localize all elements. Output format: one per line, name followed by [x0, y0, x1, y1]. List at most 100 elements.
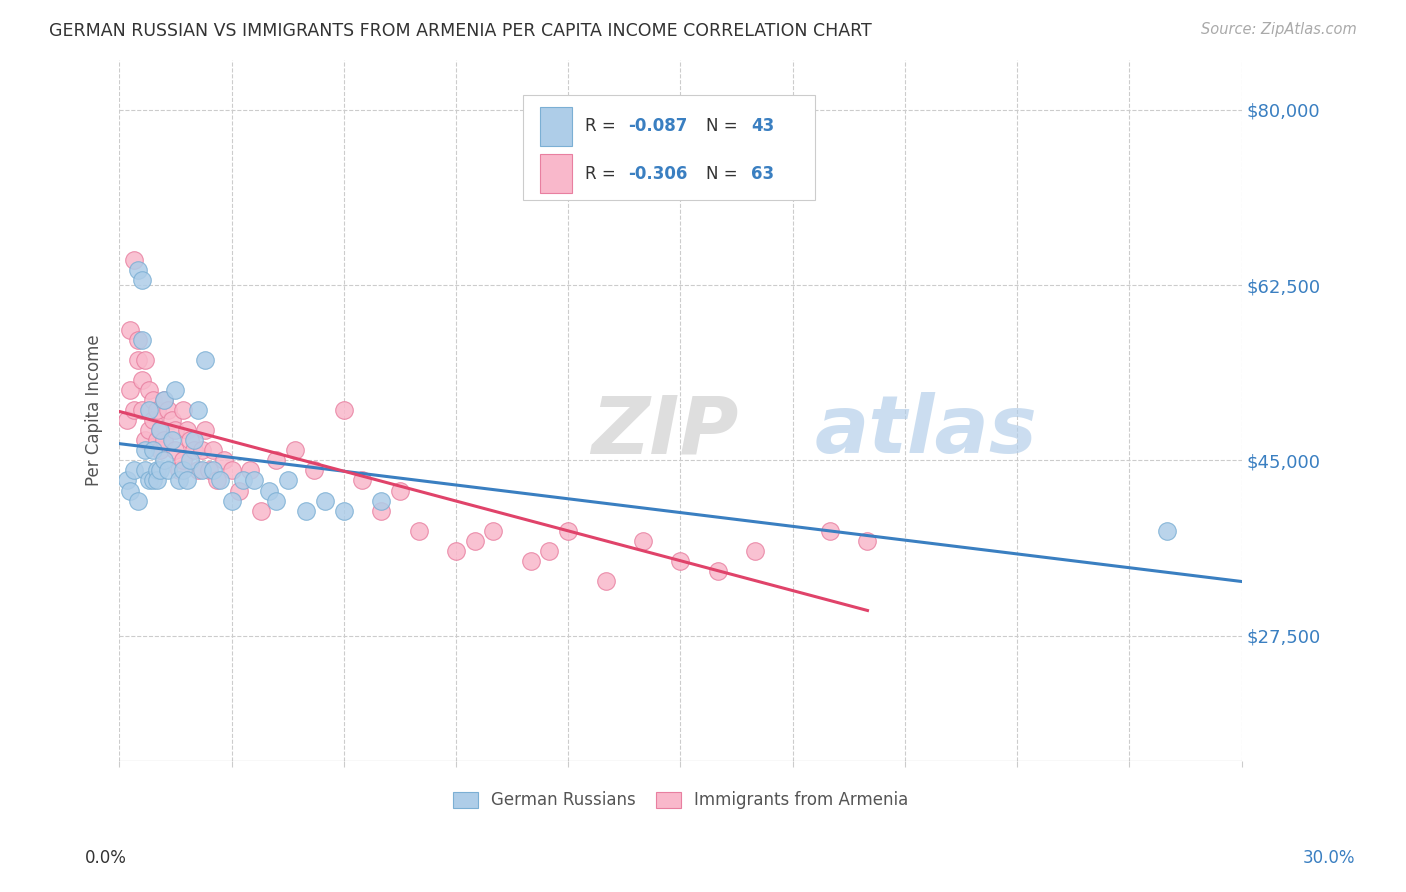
Point [198, 463, 221, 477]
Point [167, 474, 190, 488]
Legend: German Russians, Immigrants from Armenia: German Russians, Immigrants from Armenia [446, 785, 915, 816]
Point [156, 403, 179, 417]
Text: 30.0%: 30.0% [1302, 849, 1355, 867]
Text: N =: N = [706, 117, 744, 136]
Point [131, 333, 153, 347]
Point [172, 463, 194, 477]
Point [145, 434, 167, 448]
Text: GERMAN RUSSIAN VS IMMIGRANTS FROM ARMENIA PER CAPITA INCOME CORRELATION CHART: GERMAN RUSSIAN VS IMMIGRANTS FROM ARMENI… [49, 22, 872, 40]
Point [115, 413, 138, 427]
FancyBboxPatch shape [523, 95, 815, 200]
Point [190, 443, 212, 458]
Point [744, 543, 766, 558]
Point [201, 463, 224, 477]
Point [277, 474, 299, 488]
Point [194, 353, 217, 368]
Point [557, 524, 579, 538]
Point [352, 474, 374, 488]
Text: R =: R = [585, 117, 621, 136]
Point [165, 384, 187, 398]
Point [142, 413, 165, 427]
Point [284, 443, 307, 458]
Point [145, 463, 167, 477]
Point [145, 403, 167, 417]
Point [138, 403, 160, 417]
Point [149, 423, 172, 437]
Point [221, 463, 243, 477]
Point [520, 554, 543, 568]
Point [172, 453, 194, 467]
Text: ZIP: ZIP [591, 392, 738, 470]
Point [120, 384, 142, 398]
Point [134, 463, 156, 477]
Text: -0.306: -0.306 [627, 165, 688, 183]
Point [482, 524, 505, 538]
Point [669, 554, 692, 568]
Point [707, 564, 730, 578]
Point [209, 474, 232, 488]
Point [160, 434, 183, 448]
Point [221, 493, 243, 508]
Point [167, 463, 190, 477]
Point [134, 443, 156, 458]
Point [153, 393, 176, 408]
Point [257, 483, 280, 498]
Point [127, 353, 149, 368]
Point [179, 434, 201, 448]
Point [127, 493, 149, 508]
Point [127, 263, 149, 277]
Text: -0.087: -0.087 [627, 117, 688, 136]
Text: R =: R = [585, 165, 621, 183]
Point [187, 403, 209, 417]
Point [444, 543, 467, 558]
Point [134, 434, 156, 448]
Text: 63: 63 [751, 165, 775, 183]
Point [131, 403, 153, 417]
Point [149, 423, 172, 437]
Point [332, 403, 354, 417]
Point [631, 533, 654, 548]
Point [187, 463, 209, 477]
Point [205, 474, 228, 488]
Point [302, 463, 325, 477]
Point [131, 273, 153, 287]
Point [388, 483, 411, 498]
Point [266, 453, 288, 467]
Point [120, 323, 142, 337]
Point [153, 393, 176, 408]
Point [131, 373, 153, 387]
Point [212, 453, 235, 467]
Point [595, 574, 617, 588]
Text: 0.0%: 0.0% [84, 849, 127, 867]
Point [183, 434, 205, 448]
Text: N =: N = [706, 165, 744, 183]
Point [538, 543, 561, 558]
Y-axis label: Per Capita Income: Per Capita Income [86, 334, 103, 486]
Point [176, 474, 198, 488]
Point [122, 403, 145, 417]
Text: 43: 43 [751, 117, 775, 136]
Point [122, 253, 145, 268]
Point [190, 463, 212, 477]
Point [228, 483, 250, 498]
Point [149, 443, 172, 458]
Text: Source: ZipAtlas.com: Source: ZipAtlas.com [1201, 22, 1357, 37]
Point [239, 463, 262, 477]
Point [153, 434, 176, 448]
Point [370, 503, 392, 517]
Point [145, 474, 167, 488]
Point [142, 474, 165, 488]
Point [179, 453, 201, 467]
FancyBboxPatch shape [540, 154, 572, 193]
Point [176, 423, 198, 437]
Point [120, 483, 142, 498]
Point [314, 493, 336, 508]
Point [134, 353, 156, 368]
Point [153, 453, 176, 467]
Point [160, 413, 183, 427]
Point [250, 503, 273, 517]
Point [138, 423, 160, 437]
Point [201, 443, 224, 458]
Point [172, 403, 194, 417]
Point [142, 443, 165, 458]
